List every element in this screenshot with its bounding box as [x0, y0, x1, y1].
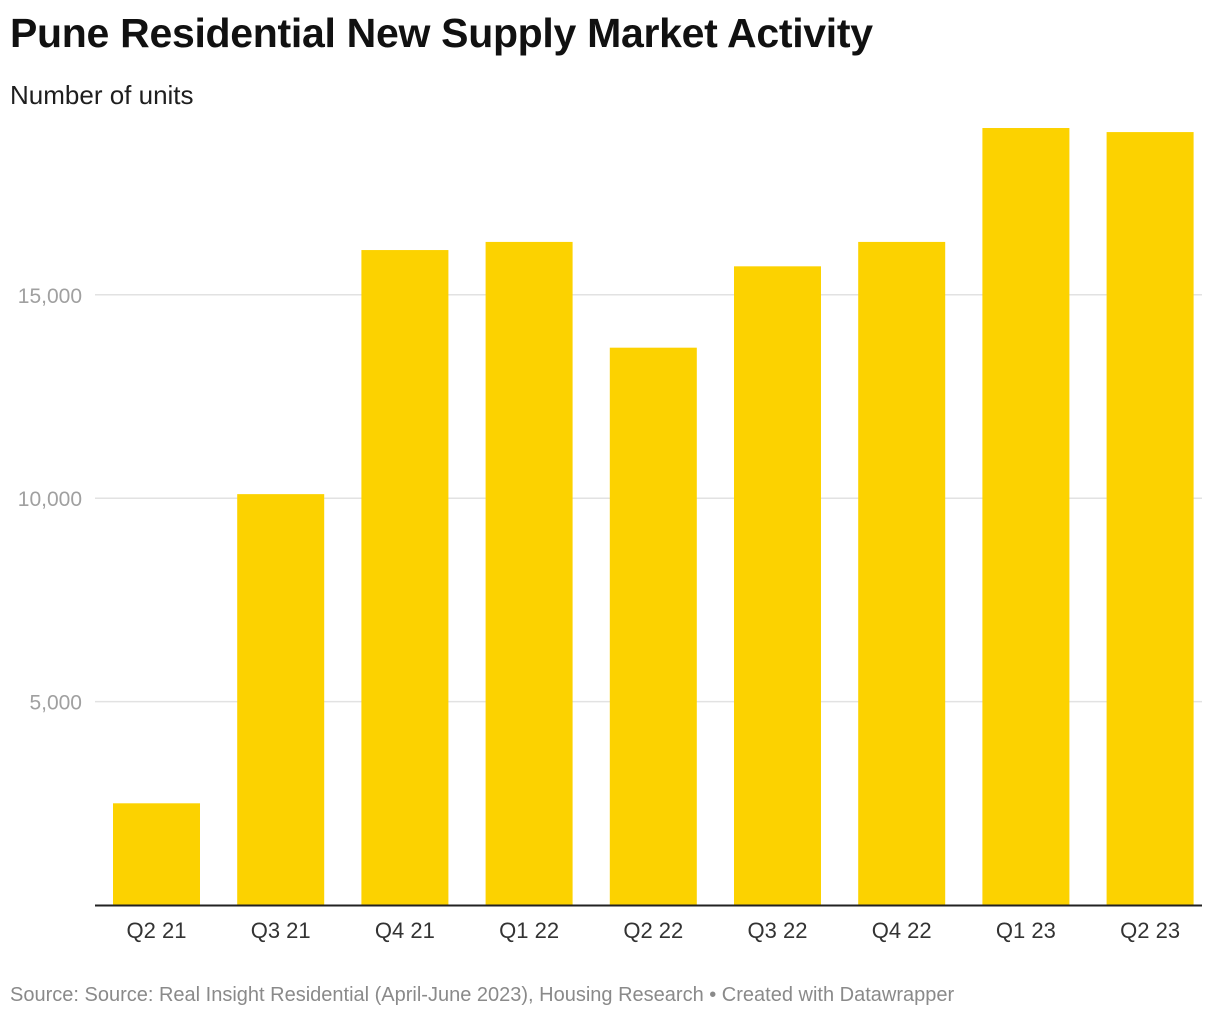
bar: [982, 128, 1070, 906]
y-tick-label: 15,000: [18, 285, 82, 308]
x-tick-label: Q2 22: [623, 918, 683, 943]
bar: [237, 494, 325, 905]
bar: [361, 250, 449, 905]
y-tick-label: 10,000: [18, 488, 82, 511]
bars: [113, 128, 1194, 906]
y-tick-label: 5,000: [29, 692, 82, 715]
x-tick-label: Q3 21: [251, 918, 311, 943]
x-tick-label: Q3 22: [748, 918, 808, 943]
bar: [113, 803, 200, 905]
chart-title: Pune Residential New Supply Market Activ…: [10, 10, 873, 56]
x-tick-label: Q2 23: [1120, 918, 1180, 943]
x-tick-label: Q4 21: [375, 918, 435, 943]
source-note: Source: Source: Real Insight Residential…: [10, 984, 955, 1006]
x-tick-label: Q1 22: [499, 918, 559, 943]
bar: [858, 241, 946, 905]
chart-subtitle: Number of units: [10, 80, 194, 110]
bar: [485, 241, 573, 905]
bar: [734, 266, 821, 906]
x-tick-label: Q2 21: [127, 918, 187, 943]
y-axis-ticks: 5,000 10,000 15,000: [18, 285, 82, 715]
x-axis-labels: Q2 21 Q3 21 Q4 21 Q1 22 Q2 22 Q3 22 Q4 22 Q1 23…: [127, 918, 1181, 943]
bar: [609, 347, 697, 906]
x-tick-label: Q4 22: [872, 918, 932, 943]
x-tick-label: Q1 23: [996, 918, 1056, 943]
bar: [1106, 132, 1194, 905]
